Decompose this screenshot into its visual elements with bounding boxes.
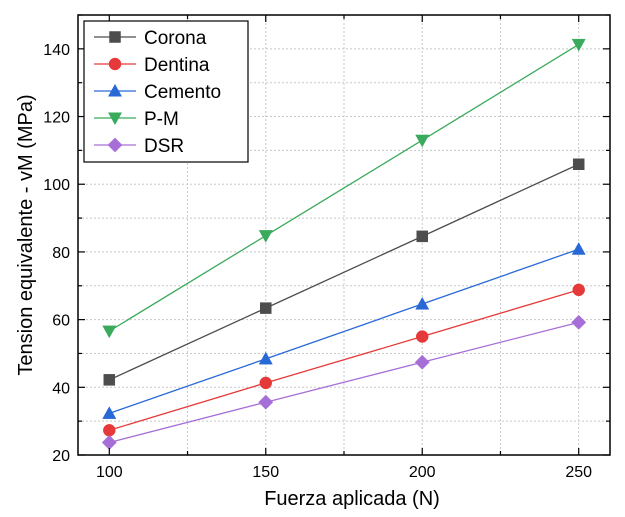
data-point bbox=[416, 230, 428, 243]
data-point bbox=[258, 230, 273, 243]
series-p-m bbox=[102, 38, 586, 339]
legend-marker bbox=[107, 83, 123, 97]
y-tick-label: 140 bbox=[43, 42, 70, 59]
legend-label: Cemento bbox=[144, 82, 221, 103]
legend-marker bbox=[107, 137, 123, 153]
legend-item: Dentina bbox=[94, 55, 210, 76]
y-tick-label: 40 bbox=[52, 380, 70, 397]
y-tick-label: 80 bbox=[52, 245, 70, 262]
data-point bbox=[102, 325, 117, 339]
data-point bbox=[571, 242, 586, 255]
data-point bbox=[571, 314, 587, 330]
data-point bbox=[103, 424, 116, 437]
legend-label: DSR bbox=[144, 136, 184, 157]
legend-item: DSR bbox=[94, 136, 184, 157]
legend-marker bbox=[109, 31, 121, 43]
legend-marker bbox=[107, 112, 123, 126]
x-axis-title: Fuerza aplicada (N) bbox=[264, 488, 440, 510]
data-point bbox=[415, 296, 430, 310]
legend-item: P-M bbox=[94, 109, 179, 130]
x-tick-label: 100 bbox=[96, 464, 123, 481]
legend-item: Cemento bbox=[94, 82, 221, 103]
series-line bbox=[109, 289, 579, 431]
series-line bbox=[109, 248, 579, 414]
legend-item: Corona bbox=[94, 28, 207, 49]
data-point bbox=[260, 302, 272, 314]
series-cemento bbox=[102, 242, 586, 419]
y-tick-label: 60 bbox=[52, 313, 70, 330]
data-point bbox=[101, 434, 117, 450]
series-line bbox=[109, 163, 579, 381]
data-point bbox=[259, 376, 273, 390]
axis-ticks: 100 150 200 250 20 40 60 80 100 120 140 bbox=[43, 14, 610, 481]
legend-label: Corona bbox=[144, 28, 207, 49]
data-point bbox=[572, 283, 585, 297]
data-point bbox=[258, 351, 273, 365]
data-point bbox=[572, 158, 585, 171]
data-point bbox=[415, 134, 430, 148]
y-tick-label: 20 bbox=[52, 448, 70, 465]
y-tick-label: 120 bbox=[43, 110, 70, 127]
x-tick-label: 200 bbox=[409, 464, 436, 481]
series-line bbox=[108, 43, 580, 332]
x-tick-label: 150 bbox=[252, 464, 279, 481]
data-point bbox=[258, 394, 274, 410]
y-tick-label: 100 bbox=[43, 177, 70, 194]
data-point bbox=[103, 374, 116, 386]
series-dsr bbox=[101, 314, 587, 450]
x-tick-label: 250 bbox=[565, 464, 592, 481]
legend-label: Dentina bbox=[144, 55, 210, 76]
y-axis-title: Tension equivalente - vM (MPa) bbox=[15, 94, 37, 375]
legend: Corona Dentina Cemento P-M DSR bbox=[83, 20, 249, 163]
data-point bbox=[102, 406, 117, 419]
series-line bbox=[109, 321, 579, 444]
legend-marker bbox=[108, 57, 122, 71]
legend-label: P-M bbox=[144, 109, 179, 130]
series-group bbox=[101, 38, 587, 450]
series-corona bbox=[103, 158, 585, 386]
data-point bbox=[414, 354, 430, 370]
data-point bbox=[571, 38, 586, 52]
data-point bbox=[415, 330, 429, 343]
series-dentina bbox=[103, 283, 585, 437]
